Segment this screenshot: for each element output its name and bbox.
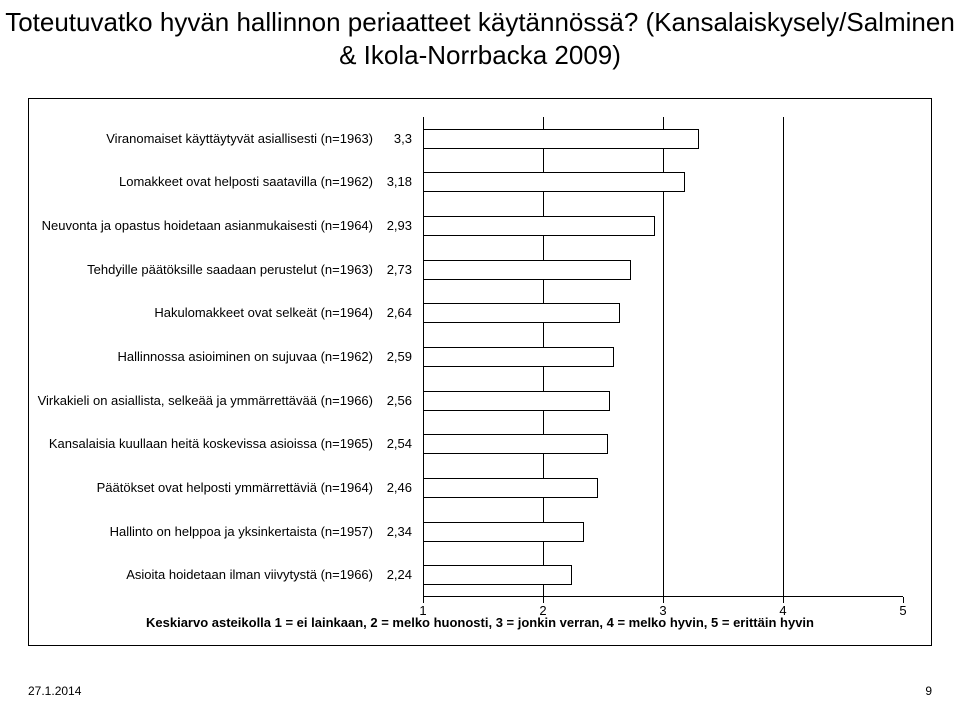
- bar-row: Tehdyille päätöksille saadaan perustelut…: [423, 248, 903, 292]
- x-axis-caption: Keskiarvo asteikolla 1 = ei lainkaan, 2 …: [29, 615, 931, 631]
- bar-row: Hakulomakkeet ovat selkeät (n=1964)2,64: [423, 292, 903, 336]
- bar-value: 3,3: [394, 129, 417, 149]
- bar-label: Lomakkeet ovat helposti saatavilla (n=19…: [37, 175, 383, 191]
- bar: [423, 478, 598, 498]
- bar-value: 2,34: [387, 522, 417, 542]
- bar-label: Neuvonta ja opastus hoidetaan asianmukai…: [37, 218, 383, 234]
- footer-page: 9: [925, 684, 932, 698]
- bar-row: Viranomaiset käyttäytyvät asiallisesti (…: [423, 117, 903, 161]
- bar: [423, 347, 614, 367]
- bar: [423, 391, 610, 411]
- bar-value: 2,73: [387, 260, 417, 280]
- bar-value: 2,64: [387, 303, 417, 323]
- bar-value: 3,18: [387, 172, 417, 192]
- bar-row: Virkakieli on asiallista, selkeää ja ymm…: [423, 379, 903, 423]
- bar-row: Neuvonta ja opastus hoidetaan asianmukai…: [423, 204, 903, 248]
- bar: [423, 260, 631, 280]
- bar-row: Kansalaisia kuullaan heitä koskevissa as…: [423, 422, 903, 466]
- bar-label: Virkakieli on asiallista, selkeää ja ymm…: [37, 393, 383, 409]
- bar-row: Hallinto on helppoa ja yksinkertaista (n…: [423, 510, 903, 554]
- footer-date: 27.1.2014: [28, 684, 81, 698]
- bar-value: 2,24: [387, 565, 417, 585]
- bar-label: Päätökset ovat helposti ymmärrettäviä (n…: [37, 480, 383, 496]
- bar: [423, 172, 685, 192]
- bar-row: Hallinnossa asioiminen on sujuvaa (n=196…: [423, 335, 903, 379]
- bar-value: 2,56: [387, 391, 417, 411]
- bar-label: Asioita hoidetaan ilman viivytystä (n=19…: [37, 567, 383, 583]
- bar-row: Lomakkeet ovat helposti saatavilla (n=19…: [423, 161, 903, 205]
- bar: [423, 216, 655, 236]
- bar-row: Asioita hoidetaan ilman viivytystä (n=19…: [423, 553, 903, 597]
- bar: [423, 565, 572, 585]
- bar-value: 2,93: [387, 216, 417, 236]
- bar: [423, 522, 584, 542]
- bar-label: Tehdyille päätöksille saadaan perustelut…: [37, 262, 383, 278]
- bar: [423, 303, 620, 323]
- slide: Toteutuvatko hyvän hallinnon periaatteet…: [0, 0, 960, 708]
- chart-container: 12345Viranomaiset käyttäytyvät asiallise…: [28, 98, 932, 646]
- bar-value: 2,54: [387, 434, 417, 454]
- bar-label: Kansalaisia kuullaan heitä koskevissa as…: [37, 436, 383, 452]
- slide-title: Toteutuvatko hyvän hallinnon periaatteet…: [0, 0, 960, 71]
- bar: [423, 434, 608, 454]
- chart-plot-area: 12345Viranomaiset käyttäytyvät asiallise…: [423, 117, 903, 597]
- bar-label: Hallinnossa asioiminen on sujuvaa (n=196…: [37, 349, 383, 365]
- bar-value: 2,59: [387, 347, 417, 367]
- bar-label: Hallinto on helppoa ja yksinkertaista (n…: [37, 524, 383, 540]
- bar-value: 2,46: [387, 478, 417, 498]
- bar: [423, 129, 699, 149]
- bar-label: Hakulomakkeet ovat selkeät (n=1964): [37, 306, 383, 322]
- bar-label: Viranomaiset käyttäytyvät asiallisesti (…: [37, 131, 383, 147]
- bar-row: Päätökset ovat helposti ymmärrettäviä (n…: [423, 466, 903, 510]
